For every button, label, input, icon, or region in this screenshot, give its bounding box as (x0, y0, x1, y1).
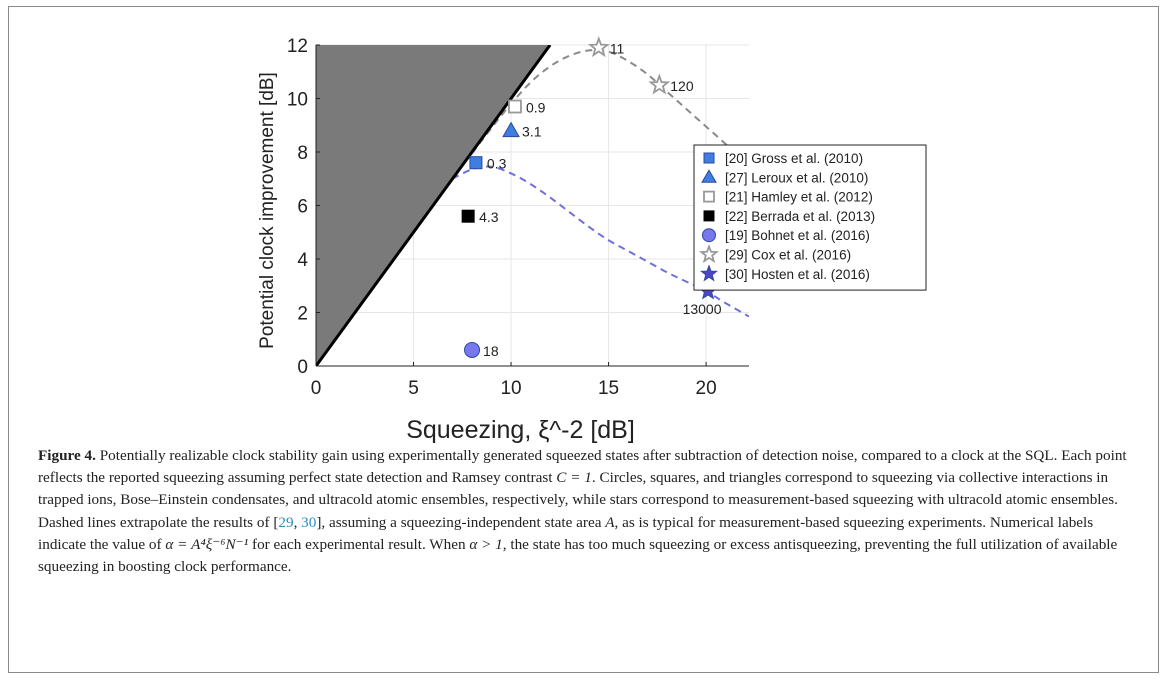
legend-entry: [29] Cox et al. (2016) (725, 248, 851, 263)
figure-frame (8, 6, 1159, 673)
data-point-series-1 (469, 156, 483, 170)
reference-line (316, 45, 552, 366)
x-tick-label: 10 (500, 378, 521, 399)
legend-entry: [20] Gross et al. (2010) (725, 151, 863, 166)
y-tick-label: 12 (287, 36, 308, 57)
caption-ref-separator: , (293, 513, 302, 531)
data-label: 13000 (683, 301, 722, 317)
data-label: 3.1 (522, 124, 542, 140)
legend-marker (703, 190, 715, 203)
reference-link-30[interactable]: 30 (301, 513, 317, 531)
legend-entry: [27] Leroux et al. (2010) (725, 170, 868, 185)
x-tick-label: 0 (311, 378, 322, 399)
data-label: 0.3 (487, 156, 507, 172)
y-tick-label: 4 (297, 250, 308, 271)
y-tick-label: 0 (297, 357, 308, 378)
data-point-series-2 (502, 121, 520, 138)
x-tick-label: 5 (408, 378, 419, 399)
x-tick-label: 20 (696, 378, 717, 399)
chart: 0 5 10 15 20 0 2 4 6 8 10 12 0.3 3.1 0.9 4.3 18 11 120 130… (257, 36, 927, 444)
caption-text-3: ], assuming a squeezing-independent stat… (316, 513, 606, 531)
legend-marker (702, 228, 716, 243)
x-axis-label: Squeezing, ξ^-2 [dB] (406, 416, 635, 444)
y-tick-label: 6 (297, 197, 308, 218)
y-tick-label: 10 (287, 90, 308, 111)
x-tick-label: 15 (598, 378, 619, 399)
legend-entry: [22] Berrada et al. (2013) (725, 209, 875, 224)
data-point-series-5 (464, 341, 481, 358)
data-label: 4.3 (479, 209, 499, 225)
caption-area-symbol: A (605, 513, 615, 531)
caption-label: Figure 4. (38, 447, 96, 464)
y-axis-label: Potential clock improvement [dB] (257, 72, 278, 349)
caption-alpha-condition: α > 1 (469, 535, 503, 553)
caption-text-2: . Circles, squares, and triangles corres… (38, 469, 1118, 531)
y-tick-label: 8 (297, 143, 308, 164)
data-point-series-3 (508, 99, 522, 114)
data-label: 120 (670, 78, 694, 94)
caption-c-equation: C = 1 (556, 469, 592, 487)
data-point-series-6 (587, 36, 610, 58)
caption-alpha-equation: α = A⁴ξ⁻⁶N⁻¹ (165, 535, 249, 553)
caption-text-5: for each experimental result. When (248, 535, 470, 553)
legend-entry: [19] Bohnet et al. (2016) (725, 228, 870, 243)
data-label: 11 (610, 41, 625, 57)
legend-marker (701, 169, 717, 183)
legend-marker (703, 152, 715, 164)
legend-box (693, 144, 927, 291)
legend-marker (698, 243, 720, 264)
data-point-series-4 (461, 209, 475, 223)
legend-marker (700, 264, 718, 282)
caption-text-1: Potentially realizable clock stability g… (38, 447, 1127, 487)
figure-caption: Figure 4. Potentially realizable clock s… (38, 445, 1138, 578)
data-point-series-6 (648, 73, 671, 95)
reference-link-29[interactable]: 29 (278, 513, 294, 531)
data-label: 0.9 (526, 100, 546, 116)
y-tick-label: 2 (297, 304, 308, 325)
legend-marker (703, 210, 715, 222)
data-label: 18 (483, 343, 499, 359)
legend-entry: [30] Hosten et al. (2016) (725, 267, 870, 282)
legend-entry: [21] Hamley et al. (2012) (725, 190, 873, 205)
caption-text-6: , the state has too much squeezing or ex… (38, 535, 1118, 576)
caption-text-4: , as is typical for measurement-based sq… (38, 513, 1094, 553)
